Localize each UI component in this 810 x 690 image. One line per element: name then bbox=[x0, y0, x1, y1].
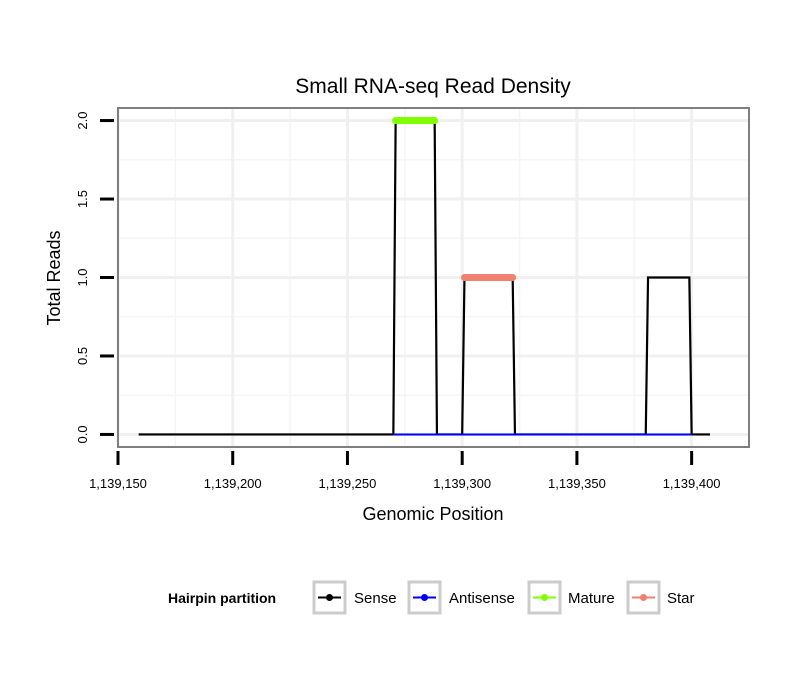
y-tick-label: 1.0 bbox=[75, 268, 90, 286]
legend-item-mature: Mature bbox=[527, 580, 615, 615]
x-tick-label: 1,139,250 bbox=[319, 476, 377, 491]
legend-label: Mature bbox=[568, 590, 615, 607]
y-tick-label: 1.5 bbox=[75, 190, 90, 208]
legend-key-point bbox=[640, 594, 647, 601]
x-tick-label: 1,139,400 bbox=[663, 476, 721, 491]
y-tick-label: 0.5 bbox=[75, 347, 90, 365]
x-tick-label: 1,139,350 bbox=[548, 476, 606, 491]
legend-item-antisense: Antisense bbox=[407, 580, 515, 615]
legend-label: Sense bbox=[354, 590, 397, 607]
legend-title: Hairpin partition bbox=[168, 590, 276, 606]
legend-label: Antisense bbox=[449, 590, 515, 607]
plot-border bbox=[117, 107, 750, 448]
y-tick-label: 2.0 bbox=[75, 112, 90, 130]
axis-layer: 1,139,150 1,139,200 1,139,250 1,139,300 1,13… bbox=[75, 112, 721, 491]
legend: Hairpin partition Sense Antisense Mature Sta… bbox=[168, 580, 695, 615]
y-tick-label: 0.0 bbox=[75, 425, 90, 443]
x-tick-label: 1,139,200 bbox=[204, 476, 262, 491]
legend-key-point bbox=[326, 594, 333, 601]
legend-key-point bbox=[541, 594, 548, 601]
series-layer bbox=[138, 117, 710, 436]
y-axis-title: Total Reads bbox=[44, 230, 64, 325]
x-axis-title: Genomic Position bbox=[362, 504, 503, 524]
legend-item-star: Star bbox=[626, 580, 695, 615]
chart-title: Small RNA-seq Read Density bbox=[295, 75, 571, 98]
legend-item-sense: Sense bbox=[312, 580, 397, 615]
legend-key-point bbox=[421, 594, 428, 601]
x-tick-label: 1,139,300 bbox=[433, 476, 491, 491]
x-tick-label: 1,139,150 bbox=[89, 476, 147, 491]
legend-label: Star bbox=[667, 590, 695, 607]
